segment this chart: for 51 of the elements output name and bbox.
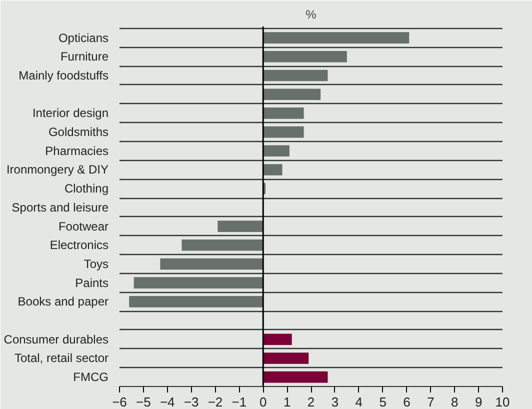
bar [263, 70, 328, 82]
bar [263, 126, 304, 138]
y-tick-label: Sports and leisure [12, 200, 109, 214]
x-tick-label: 8 [451, 394, 458, 409]
bar [129, 296, 264, 308]
x-tick-label: 2 [307, 394, 315, 409]
bar [263, 334, 292, 346]
x-tick-label: 4 [355, 394, 362, 409]
x-tick-label: 10 [495, 394, 510, 409]
bar [263, 164, 282, 176]
x-tick-label: 5 [379, 394, 386, 409]
bar [263, 145, 290, 157]
y-tick-label: Furniture [60, 50, 109, 64]
y-tick-label: Consumer durables [4, 332, 108, 346]
y-tick-label: Opticians [58, 30, 109, 45]
x-tick-label: −5 [136, 394, 151, 409]
y-tick-label: FMCG [73, 370, 108, 384]
bar [263, 352, 309, 364]
x-tick-label: −6 [112, 394, 127, 409]
x-tick-label: −1 [232, 394, 247, 409]
bar [263, 108, 304, 119]
bar [263, 51, 347, 62]
bar [218, 220, 264, 232]
bar [134, 277, 264, 288]
bar [263, 371, 328, 383]
x-tick-label: 7 [427, 394, 434, 409]
bar [182, 239, 264, 251]
x-tick-label: −4 [160, 394, 175, 409]
y-tick-label: Mainly foodstuffs [18, 68, 109, 83]
y-tick-label: Paints [75, 276, 109, 290]
x-tick-label: −3 [184, 394, 199, 409]
y-tick-label: Interior design [32, 106, 109, 120]
x-tick-label: 0 [260, 394, 267, 409]
x-tick-label: 1 [283, 394, 291, 409]
y-tick-label: Total, retail sector [14, 351, 109, 366]
x-tick-label: 3 [331, 394, 339, 409]
y-tick-label: Clothing [64, 182, 109, 196]
y-tick-label: Electronics [50, 238, 108, 252]
x-tick-label: 6 [403, 394, 410, 409]
x-tick-label: 9 [474, 394, 482, 409]
y-tick-label: Goldsmiths [48, 125, 109, 140]
bar [160, 258, 264, 270]
bar [263, 88, 321, 100]
chart-title: % [306, 8, 317, 22]
y-tick-label: Pharmacies [45, 144, 108, 158]
y-tick-label: Footwear [58, 219, 109, 234]
y-tick-label: Ironmongery & DIY [6, 162, 109, 177]
x-tick-label: −2 [208, 394, 223, 409]
y-tick-label: Books and paper [18, 294, 109, 309]
y-tick-label: Toys [84, 256, 109, 271]
bar [263, 32, 410, 44]
